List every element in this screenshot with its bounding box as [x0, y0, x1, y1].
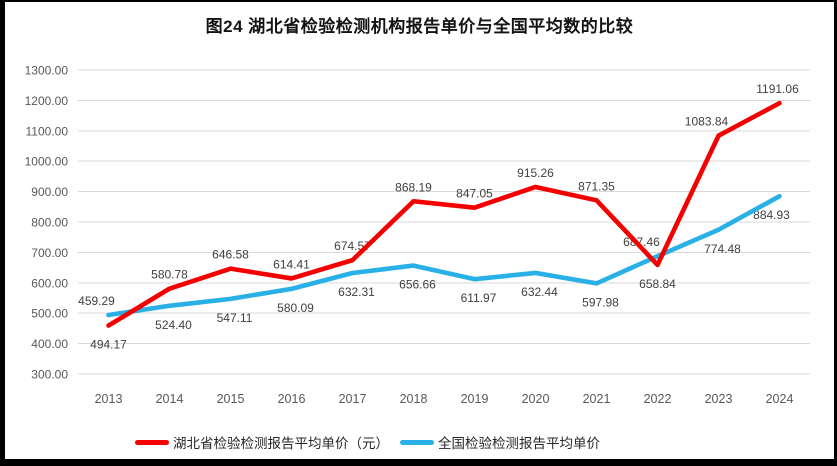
x-axis-tick-label: 2018	[400, 392, 428, 406]
data-label: 611.97	[461, 291, 497, 305]
data-label: 915.26	[517, 166, 554, 180]
y-axis-tick-label: 900.00	[31, 185, 68, 199]
data-label: 884.93	[753, 208, 790, 222]
data-label: 580.09	[277, 301, 314, 315]
legend-item-national: 全国检验检测报告平均单价	[400, 432, 600, 452]
legend-label-hubei: 湖北省检验检测报告平均单价（元）	[173, 436, 389, 451]
data-label: 597.98	[582, 295, 619, 309]
y-axis-tick-label: 1000.00	[25, 155, 69, 169]
y-axis-tick-label: 1200.00	[25, 94, 69, 108]
y-axis-tick-label: 1100.00	[26, 124, 69, 138]
data-label: 614.41	[273, 257, 310, 271]
x-axis-tick-label: 2019	[461, 392, 489, 406]
data-label: 646.58	[212, 248, 249, 262]
y-axis-tick-label: 800.00	[31, 216, 68, 230]
chart-legend: 湖北省检验检测报告平均单价（元） 全国检验检测报告平均单价	[135, 432, 600, 452]
x-axis-tick-label: 2020	[522, 392, 550, 406]
data-label: 658.84	[639, 277, 676, 291]
data-label: 459.29	[78, 294, 115, 308]
x-axis-tick-label: 2022	[644, 392, 672, 406]
legend-label-national: 全国检验检测报告平均单价	[438, 436, 600, 451]
x-axis-tick-label: 2021	[583, 392, 611, 406]
x-axis-tick-label: 2014	[156, 392, 184, 406]
y-axis-tick-label: 500.00	[31, 307, 68, 321]
data-label: 632.31	[338, 285, 375, 299]
data-label: 580.78	[151, 268, 188, 282]
series-line	[106, 100, 782, 328]
series-line	[106, 193, 782, 318]
line-chart-plot-area: 1300.00 1200.00 1100.00 1000.00 900.00 800.00…	[25, 64, 810, 406]
data-label: 868.19	[395, 180, 432, 194]
y-axis-tick-label: 700.00	[31, 246, 68, 260]
data-label: 871.35	[578, 179, 615, 193]
y-axis-tick-label: 300.00	[31, 368, 68, 382]
x-axis-tick-label: 2015	[217, 392, 245, 406]
y-axis-tick-label: 1300.00	[25, 64, 69, 78]
data-label: 547.11	[217, 311, 253, 325]
x-axis-tick-label: 2023	[705, 392, 733, 406]
data-label: 524.40	[155, 318, 192, 332]
legend-line-swatch-hubei	[135, 439, 169, 445]
chart-title: 图24 湖北省检验检测机构报告单价与全国平均数的比较	[205, 17, 634, 36]
x-axis-tick-label: 2016	[278, 392, 306, 406]
data-label: 1083.84	[685, 115, 729, 129]
y-axis-tick-label: 400.00	[31, 337, 68, 351]
data-label: 656.66	[399, 278, 436, 292]
legend-line-swatch-national	[400, 439, 434, 445]
data-label: 1191.06	[756, 82, 799, 96]
x-axis-tick-label: 2013	[95, 392, 123, 406]
legend-item-hubei: 湖北省检验检测报告平均单价（元）	[135, 432, 389, 452]
data-label: 774.48	[704, 242, 741, 256]
data-label: 847.05	[456, 187, 493, 201]
y-axis-tick-label: 600.00	[31, 276, 68, 290]
data-label: 494.17	[90, 338, 127, 352]
data-label: 632.44	[521, 285, 558, 299]
x-axis-tick-label: 2017	[339, 392, 367, 406]
x-axis-tick-label: 2024	[766, 392, 794, 406]
